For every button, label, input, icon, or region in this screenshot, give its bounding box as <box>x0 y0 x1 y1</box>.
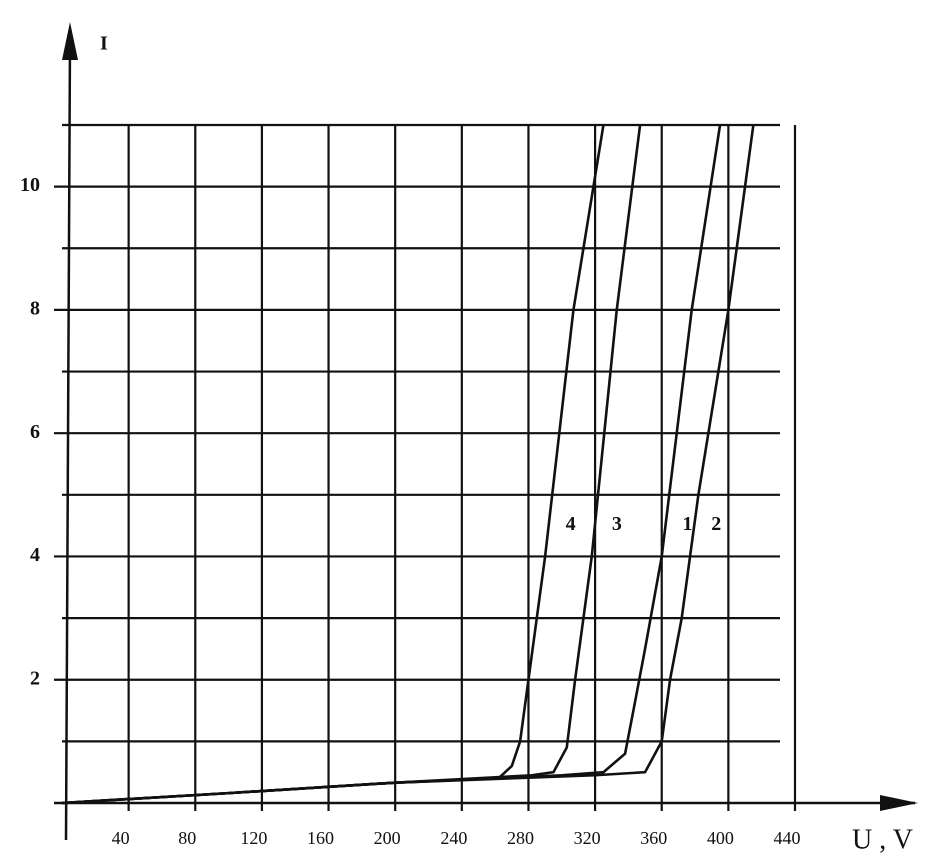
x-axis-label: U , V <box>852 824 913 855</box>
x-tick-label: 320 <box>574 828 601 848</box>
x-tick-label: 80 <box>178 828 196 848</box>
curve <box>61 124 722 805</box>
curve <box>61 124 642 805</box>
x-tick-label: 40 <box>112 828 130 848</box>
y-tick-label: 6 <box>30 421 40 443</box>
y-axis-arrow <box>62 22 78 60</box>
curve <box>61 124 605 805</box>
x-tick-label: 440 <box>774 828 801 848</box>
x-tick-label: 120 <box>240 828 267 848</box>
x-tick-label: 400 <box>707 828 734 848</box>
y-tick-label: 8 <box>30 298 40 320</box>
x-axis-arrow <box>880 795 918 811</box>
x-tick-label: 360 <box>640 828 667 848</box>
x-tick-label: 280 <box>507 828 534 848</box>
curve <box>61 124 755 805</box>
x-tick-label: 200 <box>374 828 401 848</box>
legend-label: 2 <box>711 513 721 535</box>
x-tick-label: 160 <box>307 828 334 848</box>
x-tick-label: 240 <box>440 828 467 848</box>
y-tick-label: 10 <box>20 174 40 196</box>
legend-label: 1 <box>682 513 692 535</box>
legend-label: 4 <box>566 513 576 535</box>
y-axis-label: I <box>100 33 108 55</box>
legend-label: 3 <box>612 513 622 535</box>
y-tick-label: 2 <box>30 667 40 689</box>
y-axis <box>64 39 72 841</box>
y-tick-label: 4 <box>30 544 40 566</box>
